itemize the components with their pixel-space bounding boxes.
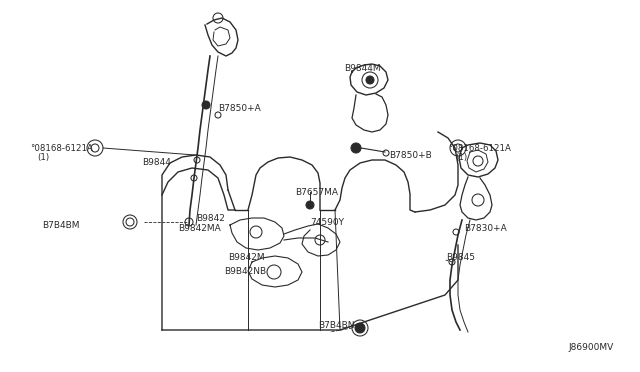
Text: B9842MA: B9842MA — [178, 224, 221, 232]
Circle shape — [202, 101, 210, 109]
Circle shape — [355, 323, 365, 333]
Text: B9844: B9844 — [142, 157, 171, 167]
Text: B7850+B: B7850+B — [389, 151, 432, 160]
Text: B9845: B9845 — [446, 253, 475, 263]
Text: B9842M: B9842M — [228, 253, 264, 263]
Text: B9842: B9842 — [196, 214, 225, 222]
Text: 74590Y: 74590Y — [310, 218, 344, 227]
Text: J86900MV: J86900MV — [568, 343, 613, 353]
Text: B7B4BN: B7B4BN — [318, 321, 355, 330]
Text: B9844M: B9844M — [344, 64, 381, 73]
Circle shape — [351, 143, 361, 153]
Text: B7830+A: B7830+A — [464, 224, 507, 232]
Text: (1): (1) — [37, 153, 49, 161]
Circle shape — [366, 76, 374, 84]
Text: °08168-6121A: °08168-6121A — [30, 144, 93, 153]
Text: B7657MA: B7657MA — [295, 187, 338, 196]
Text: B7B4BM: B7B4BM — [42, 221, 79, 230]
Text: B7850+A: B7850+A — [218, 103, 260, 112]
Text: (1): (1) — [455, 153, 467, 161]
Circle shape — [306, 201, 314, 209]
Text: °08168-6121A: °08168-6121A — [448, 144, 511, 153]
Text: B9B42NB: B9B42NB — [224, 267, 266, 276]
